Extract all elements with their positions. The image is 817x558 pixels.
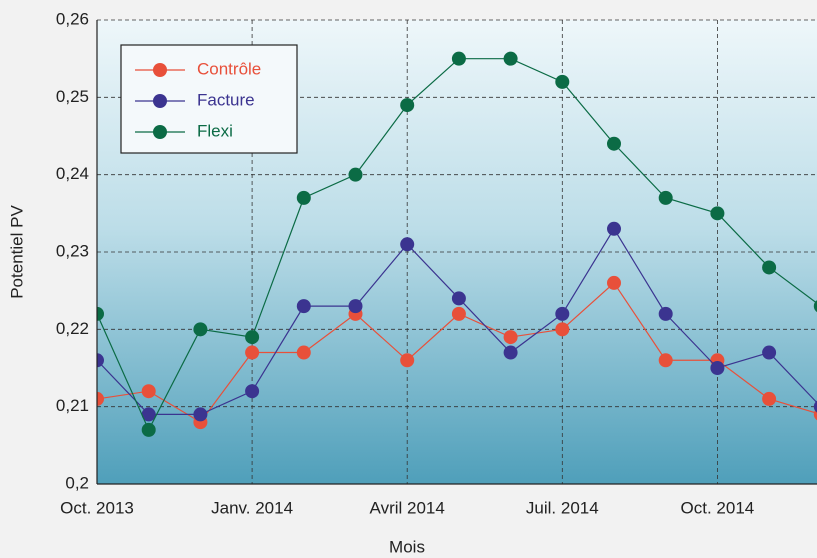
legend-marker [153,63,167,77]
data-point [555,306,570,321]
legend-label: Contrôle [197,59,261,78]
x-tick-label: Juil. 2014 [526,498,599,517]
x-tick-label: Avril 2014 [370,498,445,517]
legend-marker [153,125,167,139]
data-point [245,384,260,399]
legend-marker [153,94,167,108]
x-tick-label: Oct. 2013 [60,498,134,517]
data-point [400,353,415,368]
data-point [607,136,621,151]
data-point [451,51,466,66]
data-point [141,407,156,422]
data-point [193,322,208,337]
data-point [193,407,208,422]
y-tick-label: 0,24 [56,164,89,183]
data-point [400,237,415,252]
data-point [245,345,260,360]
data-point [813,400,817,413]
data-point [245,330,260,345]
data-point [658,306,673,321]
x-axis-title: Mois [389,537,425,556]
legend-label: Facture [197,90,255,109]
legend-box [120,44,298,154]
legend-label: Flexi [197,121,233,140]
data-point [762,391,777,406]
data-point [348,167,363,182]
data-point [710,206,725,221]
data-point [813,300,817,313]
data-point [296,190,311,205]
data-point [503,345,518,360]
data-point [762,260,777,275]
x-tick-label: Janv. 2014 [211,498,293,517]
data-point [658,353,673,368]
data-point [141,422,156,437]
y-tick-label: 0,2 [65,473,89,492]
data-point [451,306,466,321]
y-tick-label: 0,25 [56,87,89,106]
data-point [555,74,570,89]
y-axis-title: Potentiel PV [7,205,26,299]
data-point [451,291,466,306]
data-point [762,345,777,360]
data-point [503,330,518,345]
y-tick-label: 0,22 [56,319,89,338]
y-tick-label: 0,23 [56,241,89,260]
data-point [296,299,311,314]
y-tick-label: 0,26 [56,9,89,28]
data-point [296,345,311,360]
data-point [348,299,363,314]
data-point [141,384,156,399]
data-point [97,306,104,321]
data-point [97,353,104,368]
data-point [607,221,621,236]
data-point [710,361,725,375]
x-tick-label: Oct. 2014 [681,498,755,517]
data-point [658,190,673,205]
data-point [503,51,518,66]
data-point [607,275,621,290]
data-point [555,322,570,337]
data-point [400,98,415,113]
data-point [97,391,104,406]
y-tick-label: 0,21 [56,396,89,415]
